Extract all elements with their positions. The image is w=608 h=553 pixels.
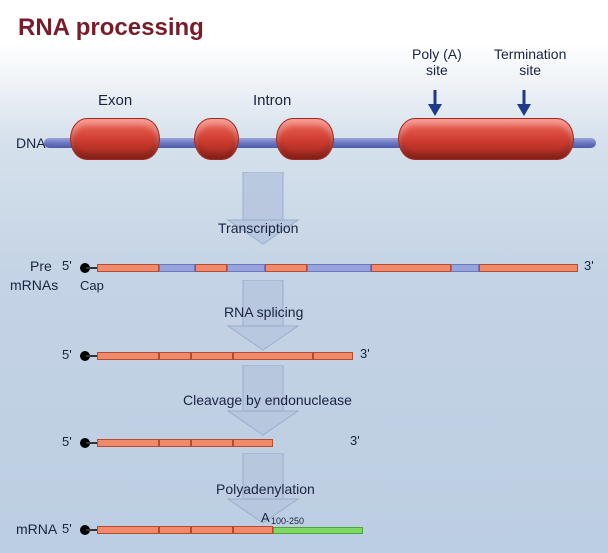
label-A: A [261,510,270,525]
label-5prime-2: 5' [62,347,72,362]
label-5prime-3: 5' [62,434,72,449]
polya-site-arrow-icon [425,90,445,116]
termination-site-arrow-icon [514,90,534,116]
label-3prime-2: 3' [360,346,370,361]
label-intron: Intron [253,92,291,109]
intron-segment [159,264,195,272]
exon-segment [233,352,313,360]
step-splicing: RNA splicing [224,304,303,320]
exon-segment [191,352,233,360]
exon-segment [159,526,191,534]
label-mrnas: mRNAs [10,277,58,293]
intron-segment [227,264,265,272]
exon-segment [191,526,233,534]
label-A-subscript: 100-250 [271,516,304,526]
label-exon: Exon [98,92,132,109]
label-pre: Pre [30,258,52,274]
dna-terminal-region [398,118,574,160]
exon-segment [97,264,159,272]
dna-exon [276,118,334,160]
label-3prime-3: 3' [350,433,360,448]
exon-segment [159,352,191,360]
label-polya-site: Poly (A) site [412,46,462,78]
exon-segment [195,264,227,272]
exon-segment [97,352,159,360]
step-cleavage: Cleavage by endonuclease [183,392,352,408]
intron-segment [451,264,479,272]
label-mrna: mRNA [16,521,57,537]
label-cap: Cap [80,278,104,293]
label-termination-site: Termination site [494,46,566,78]
step-polyadenylation: Polyadenylation [216,481,315,497]
exon-segment [97,439,159,447]
label-dna: DNA [16,135,46,151]
exon-segment [159,439,191,447]
poly-a-tail [273,527,363,534]
page-title: RNA processing [18,14,204,42]
label-5prime-1: 5' [62,258,72,273]
step-transcription: Transcription [218,220,298,236]
label-5prime-4: 5' [62,521,72,536]
exon-segment [97,526,159,534]
exon-segment [479,264,578,272]
label-3prime-1: 3' [584,258,594,273]
dna-exon [70,118,160,160]
diagram-canvas: { "title": { "text": "RNA processing", "… [0,0,608,553]
dna-exon [194,118,239,160]
intron-segment [307,264,371,272]
exon-segment [371,264,451,272]
exon-segment [233,439,273,447]
exon-segment [313,352,353,360]
exon-segment [233,526,273,534]
exon-segment [191,439,233,447]
exon-segment [265,264,307,272]
flow-arrow-icon [218,172,308,252]
